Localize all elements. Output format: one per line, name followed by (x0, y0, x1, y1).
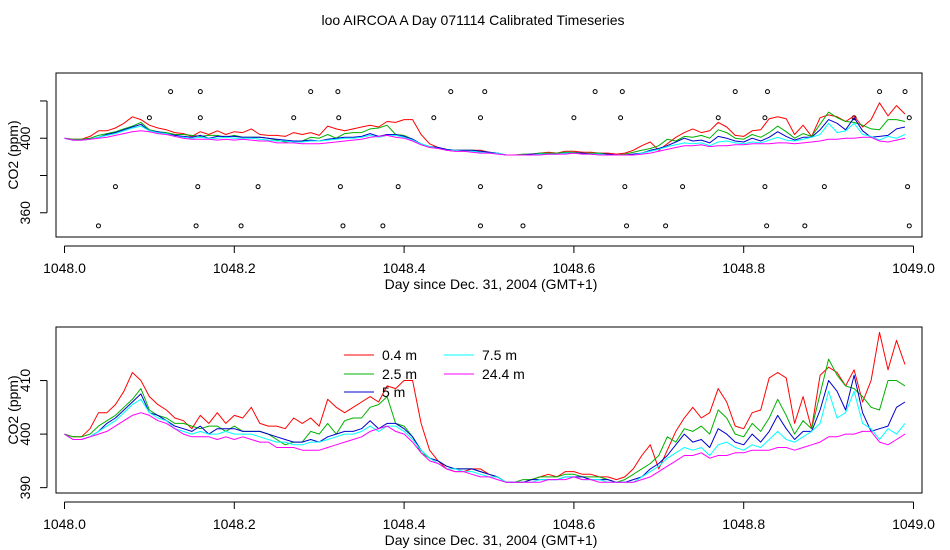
top-marker-point (537, 184, 543, 190)
top-series-line-2-5-m (64, 111, 906, 156)
top-panel: 1048.0 1048.2 1048.4 1048.6 1048.8 1049.0 360… (5, 72, 935, 292)
bottom-series-line-7-5-m (64, 390, 906, 483)
top-y-tick-label: 400 (17, 126, 33, 150)
top-marker-point (335, 89, 341, 95)
top-marker-point (732, 89, 738, 95)
top-y-tick-label: 360 (17, 201, 33, 225)
bottom-y-tick-label: 390 (17, 476, 33, 500)
top-series-line-5-m (64, 117, 906, 156)
top-marker-point (622, 184, 628, 190)
top-marker-point (764, 223, 770, 229)
bottom-y-tick-label: 410 (17, 369, 33, 393)
legend-label-5m: 5 m (382, 384, 405, 400)
top-marker-point (592, 89, 598, 95)
top-marker-point (197, 89, 203, 95)
top-plot-frame (55, 72, 923, 238)
top-x-tick-label: 1048.0 (43, 260, 86, 276)
top-x-tick-label: 1048.4 (383, 260, 426, 276)
top-x-axis: 1048.0 1048.2 1048.4 1048.6 1048.8 1049.0 (43, 245, 935, 276)
top-marker-point (906, 223, 912, 229)
top-marker-point (618, 115, 624, 121)
top-marker-point (197, 115, 203, 121)
legend-label-24-4m: 24.4 m (482, 366, 525, 382)
top-x-tick-label: 1048.8 (722, 260, 765, 276)
top-marker-point (95, 223, 101, 229)
bottom-x-axis-label: Day since Dec. 31, 2004 (GMT+1) (385, 532, 598, 548)
bottom-series-layer (64, 331, 906, 483)
top-series-line-24-4-m (64, 130, 906, 156)
top-marker-point (193, 223, 199, 229)
top-marker-point (478, 223, 484, 229)
top-marker-point (663, 223, 669, 229)
top-marker-point (877, 89, 883, 95)
bottom-y-axis-label: CO2 (ppm) (5, 375, 21, 444)
bottom-x-tick-label: 1048.8 (722, 516, 765, 532)
bottom-x-tick-label: 1048.2 (213, 516, 256, 532)
top-marker-point (395, 184, 401, 190)
legend: 0.4 m 2.5 m 5 m 7.5 m 24.4 m (344, 347, 525, 400)
top-marker-point (624, 223, 630, 229)
top-marker-point (902, 89, 908, 95)
top-marker-point (238, 223, 244, 229)
bottom-x-tick-label: 1048.0 (43, 516, 86, 532)
bottom-plot-frame (55, 326, 923, 494)
bottom-x-tick-label: 1048.4 (383, 516, 426, 532)
bottom-x-tick-label: 1049.0 (892, 516, 935, 532)
legend-label-0-4m: 0.4 m (382, 347, 417, 363)
top-marker-point (146, 115, 152, 121)
top-marker-point (380, 223, 386, 229)
top-marker-point (291, 115, 297, 121)
bottom-x-axis: 1048.0 1048.2 1048.4 1048.6 1048.8 1049.0 (43, 501, 935, 532)
top-marker-point (482, 89, 488, 95)
top-marker-point (308, 89, 314, 95)
top-marker-point (680, 184, 686, 190)
top-marker-point (762, 115, 768, 121)
legend-label-7-5m: 7.5 m (482, 347, 517, 363)
top-marker-point (520, 223, 526, 229)
top-marker-point (168, 89, 174, 95)
bottom-series-line-0-4-m (64, 331, 906, 483)
top-marker-point (112, 184, 118, 190)
top-x-tick-label: 1048.6 (552, 260, 595, 276)
top-marker-point (715, 115, 721, 121)
top-marker-point (478, 184, 484, 190)
bottom-series-line-5-m (64, 374, 906, 483)
top-y-axis-label: CO2 (ppm) (5, 120, 21, 189)
top-marker-point (571, 115, 577, 121)
top-marker-point (762, 184, 768, 190)
top-marker-point (337, 184, 343, 190)
legend-label-2-5m: 2.5 m (382, 366, 417, 382)
top-x-tick-label: 1049.0 (892, 260, 935, 276)
figure-title: loo AIRCOA A Day 071114 Calibrated Times… (322, 12, 625, 28)
top-x-tick-label: 1048.2 (213, 260, 256, 276)
top-marker-point (821, 184, 827, 190)
top-series-line-0-4-m (64, 102, 906, 156)
bottom-y-tick-label: 400 (17, 422, 33, 446)
top-marker-point (448, 89, 454, 95)
top-marker-point (195, 184, 201, 190)
top-marker-layer (95, 89, 912, 229)
bottom-y-axis: 390 400 410 (17, 369, 48, 500)
top-marker-point (619, 89, 625, 95)
bottom-panel: 1048.0 1048.2 1048.4 1048.6 1048.8 1049.0 390… (5, 326, 935, 548)
top-marker-point (340, 223, 346, 229)
top-marker-point (906, 115, 912, 121)
top-marker-point (431, 115, 437, 121)
top-marker-point (255, 184, 261, 190)
top-marker-point (478, 115, 484, 121)
bottom-series-line-24-4-m (64, 412, 906, 483)
top-marker-point (802, 223, 808, 229)
top-marker-point (336, 115, 342, 121)
top-marker-point (905, 184, 911, 190)
top-marker-point (764, 89, 770, 95)
top-series-layer (64, 102, 906, 156)
top-y-axis: 360 400 (17, 100, 48, 225)
top-x-axis-label: Day since Dec. 31, 2004 (GMT+1) (385, 276, 598, 292)
bottom-x-tick-label: 1048.6 (552, 516, 595, 532)
